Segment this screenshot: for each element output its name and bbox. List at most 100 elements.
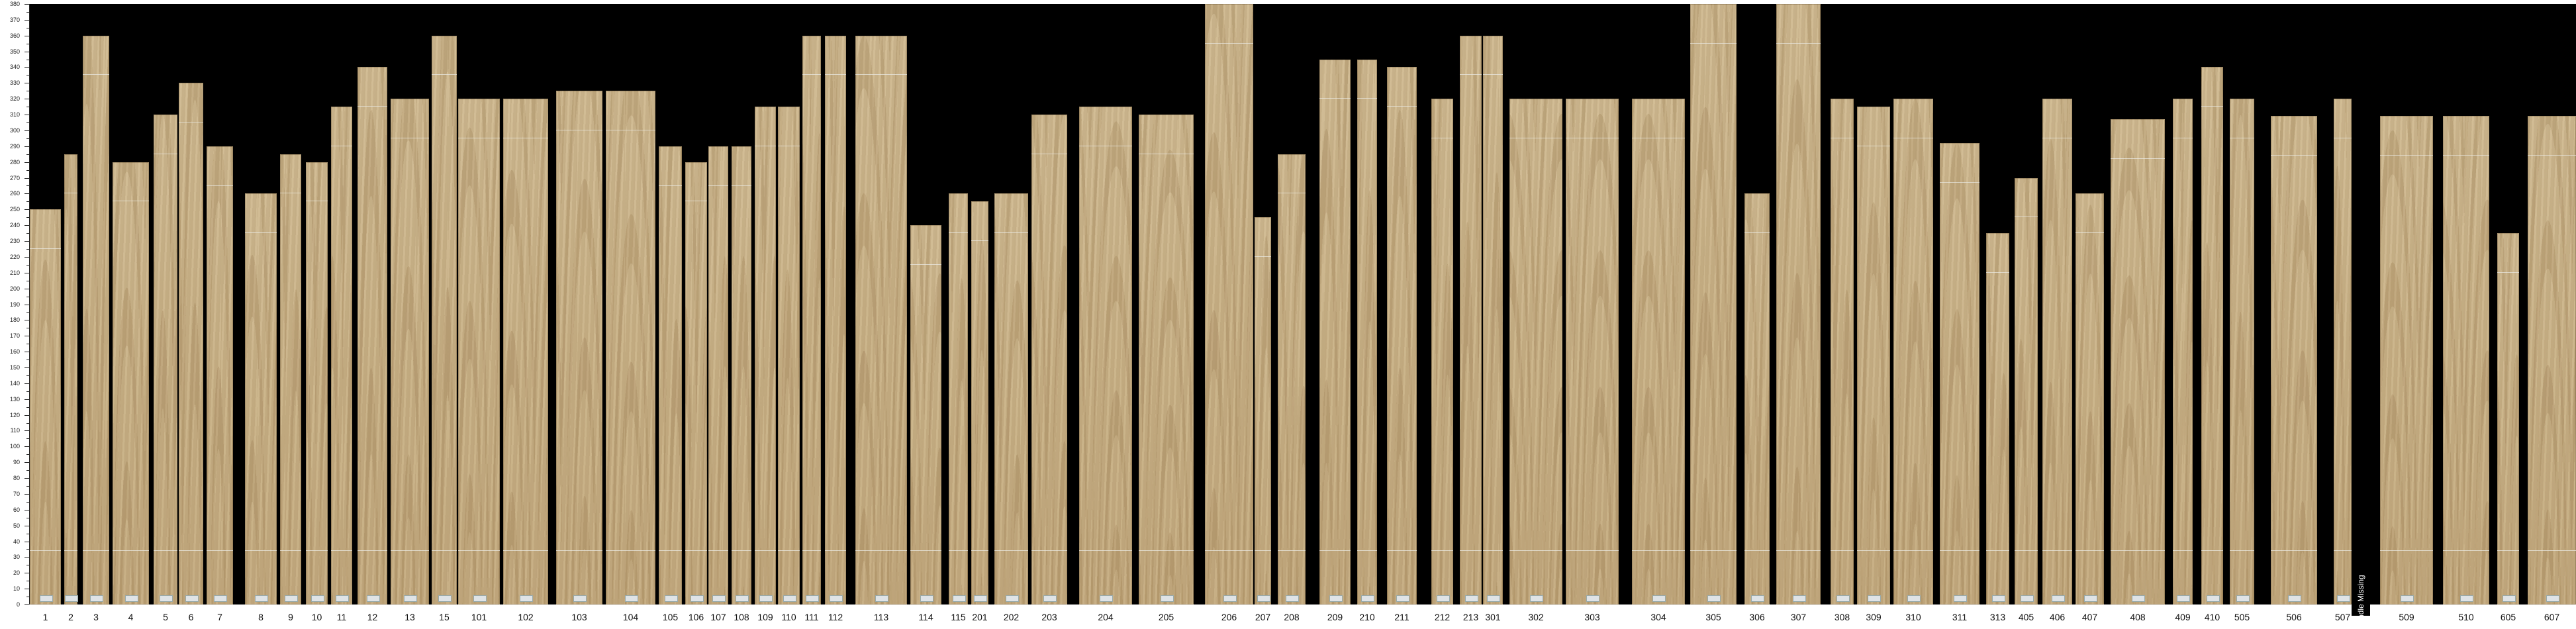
measure-line — [1431, 550, 1453, 551]
veneer-sheet-109 — [755, 107, 776, 605]
y-axis-tick-label: 200 — [9, 285, 20, 292]
sheet-tag — [285, 595, 298, 602]
y-axis-tick-label: 240 — [9, 222, 20, 229]
sheet-label: 510 — [2458, 612, 2474, 622]
measure-line — [755, 550, 776, 551]
sheet-label: 310 — [1905, 612, 1921, 622]
measure-line — [2380, 550, 2433, 551]
veneer-sheet-303 — [1566, 99, 1619, 605]
y-axis-tick — [26, 201, 29, 203]
y-axis-tick-label: 210 — [9, 269, 20, 276]
measure-line — [1744, 550, 1770, 551]
sheet-tag — [124, 595, 138, 602]
y-axis-tick — [26, 391, 29, 392]
y-axis-tick-label: 30 — [13, 554, 20, 561]
measure-line — [1744, 232, 1770, 234]
measure-line — [245, 550, 277, 551]
veneer-sheet-10 — [306, 162, 328, 605]
measure-line — [331, 550, 352, 551]
y-axis-tick-label: 250 — [9, 206, 20, 213]
y-axis-tick — [24, 209, 29, 211]
y-axis-tick-label: 220 — [9, 253, 20, 260]
measure-line — [30, 550, 61, 551]
sheet-tag — [438, 595, 452, 602]
sheet-tag — [1005, 595, 1019, 602]
veneer-sheet-110 — [778, 107, 800, 605]
veneer-sheet-509 — [2380, 116, 2433, 605]
sheet-label: 101 — [471, 612, 487, 622]
measure-line — [2497, 550, 2519, 551]
y-axis-tick — [26, 233, 29, 234]
sheet-tag — [1257, 595, 1270, 602]
sheet-label: 405 — [2018, 612, 2034, 622]
y-axis-tick-label: 150 — [9, 363, 20, 371]
sheet-tag — [2288, 595, 2301, 602]
y-axis-tick-label: 60 — [13, 506, 20, 513]
measure-line — [1031, 550, 1067, 551]
veneer-board — [30, 4, 2576, 605]
y-axis-tick-label: 300 — [9, 126, 20, 134]
measure-line — [2201, 550, 2223, 551]
veneer-sheet-11 — [331, 107, 352, 605]
measure-line — [910, 264, 941, 265]
measure-line — [1357, 98, 1377, 99]
veneer-sheet-306 — [1744, 193, 1770, 605]
sheet-label: 505 — [2234, 612, 2250, 622]
measure-line — [1139, 550, 1194, 551]
y-axis-tick — [24, 241, 29, 242]
measure-line — [1483, 550, 1503, 551]
veneer-sheet-113 — [855, 35, 907, 605]
veneer-sheet-204 — [1079, 107, 1132, 605]
veneer-sheet-406 — [2042, 99, 2072, 605]
veneer-sheet-111 — [802, 35, 821, 605]
y-axis-tick-label: 10 — [13, 585, 20, 593]
measure-line — [1690, 550, 1737, 551]
sheet-tag — [1907, 595, 1921, 602]
sheet-label: 507 — [2334, 612, 2351, 622]
sheet-label: 313 — [1989, 612, 2006, 622]
y-axis-tick — [24, 130, 29, 131]
sheet-tag — [1100, 595, 1113, 602]
y-axis-tick-label: 100 — [9, 443, 20, 450]
y-axis-tick-label: 160 — [9, 348, 20, 356]
sheet-tag — [1707, 595, 1721, 602]
sheet-label: 406 — [2049, 612, 2066, 622]
sheet-label: 106 — [688, 612, 704, 622]
y-axis-tick-label: 310 — [9, 111, 20, 119]
measure-line — [1940, 550, 1980, 551]
sheet-tag — [759, 595, 773, 602]
sheet-label: 207 — [1255, 612, 1271, 622]
veneer-sheet-13 — [391, 99, 429, 605]
y-axis-tick — [26, 375, 29, 376]
veneer-sheet-308 — [1831, 99, 1854, 605]
sheet-label: 3 — [93, 612, 99, 622]
veneer-sheet-209 — [1319, 59, 1351, 605]
measure-line — [825, 550, 846, 551]
y-axis-tick — [24, 19, 29, 21]
sheet-label: 107 — [710, 612, 726, 622]
y-axis-tick — [26, 549, 29, 550]
measure-line — [2042, 550, 2072, 551]
measure-line — [1319, 98, 1351, 99]
sheet-label: 306 — [1749, 612, 1765, 622]
measure-line — [994, 232, 1028, 234]
veneer-sheet-106 — [685, 162, 707, 605]
sheet-tag — [404, 595, 417, 602]
measure-line — [1940, 181, 1980, 183]
sheet-tag — [336, 595, 349, 602]
measure-line — [503, 550, 548, 551]
veneer-sheet-107 — [708, 146, 728, 605]
y-axis-tick — [26, 501, 29, 503]
sheet-label: 410 — [2204, 612, 2220, 622]
sheet-label: 305 — [1705, 612, 1721, 622]
measure-line — [207, 550, 233, 551]
sheet-label: 115 — [951, 612, 966, 622]
sheet-tag — [2460, 595, 2473, 602]
measure-line — [83, 74, 109, 75]
measure-line — [154, 550, 177, 551]
y-axis-tick — [24, 162, 29, 163]
sheet-label: 204 — [1098, 612, 1114, 622]
y-axis-line — [29, 4, 30, 605]
veneer-sheet-510 — [2443, 116, 2489, 605]
sheet-tag — [1223, 595, 1237, 602]
